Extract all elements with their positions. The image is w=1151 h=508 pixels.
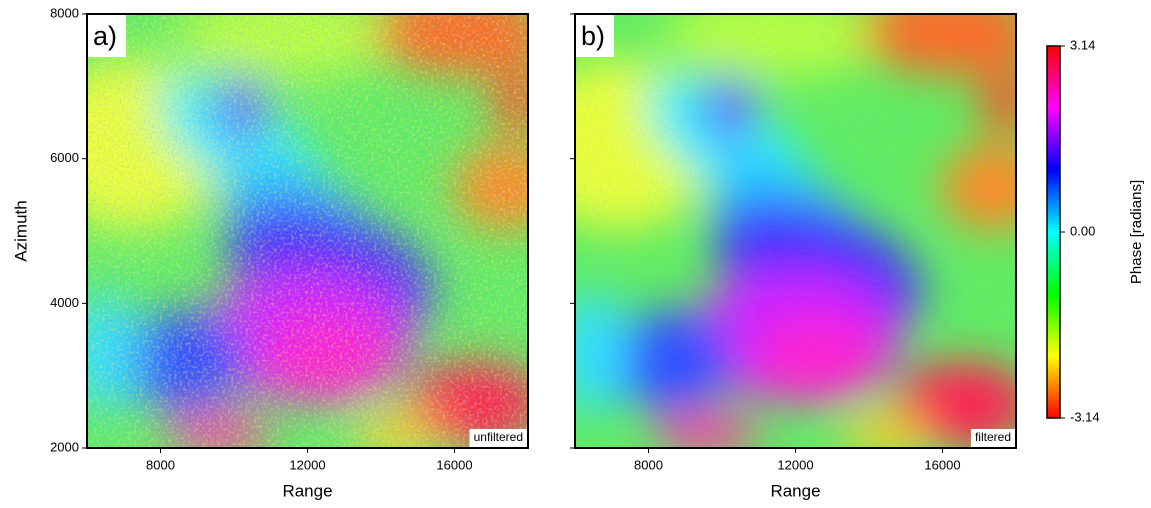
panel-label: a) bbox=[93, 21, 117, 51]
phase-image bbox=[87, 14, 528, 448]
x-tick-label: 8000 bbox=[146, 457, 175, 472]
y-axis-label: Azimuth bbox=[11, 200, 30, 261]
annotation: filtered bbox=[975, 430, 1011, 444]
colorbar-tick-label: 0.00 bbox=[1070, 223, 1095, 238]
colorbar-tick-label: -3.14 bbox=[1070, 409, 1100, 424]
colorbar-tick-label: 3.14 bbox=[1070, 37, 1095, 52]
annotation-box bbox=[469, 429, 527, 447]
x-axis-label: Range bbox=[770, 481, 820, 500]
noise bbox=[87, 14, 528, 448]
panel-label-box bbox=[88, 15, 126, 57]
noise bbox=[575, 14, 1016, 448]
y-tick-label: 8000 bbox=[50, 5, 79, 20]
panel-label: b) bbox=[581, 21, 605, 51]
x-axis-label: Range bbox=[282, 481, 332, 500]
colorbar bbox=[1046, 45, 1061, 419]
x-tick-label: 8000 bbox=[634, 457, 663, 472]
x-tick-label: 16000 bbox=[924, 457, 960, 472]
y-tick-label: 2000 bbox=[50, 439, 79, 454]
panel-label-box bbox=[576, 15, 614, 57]
phase-image bbox=[575, 14, 1016, 448]
x-tick-label: 12000 bbox=[777, 457, 813, 472]
y-tick-label: 6000 bbox=[50, 150, 79, 165]
x-tick-label: 16000 bbox=[436, 457, 472, 472]
y-tick-label: 4000 bbox=[50, 295, 79, 310]
annotation-box bbox=[970, 429, 1015, 447]
annotation: unfiltered bbox=[474, 430, 523, 444]
x-tick-label: 12000 bbox=[289, 457, 325, 472]
colorbar-label: Phase [radians] bbox=[1128, 180, 1145, 284]
